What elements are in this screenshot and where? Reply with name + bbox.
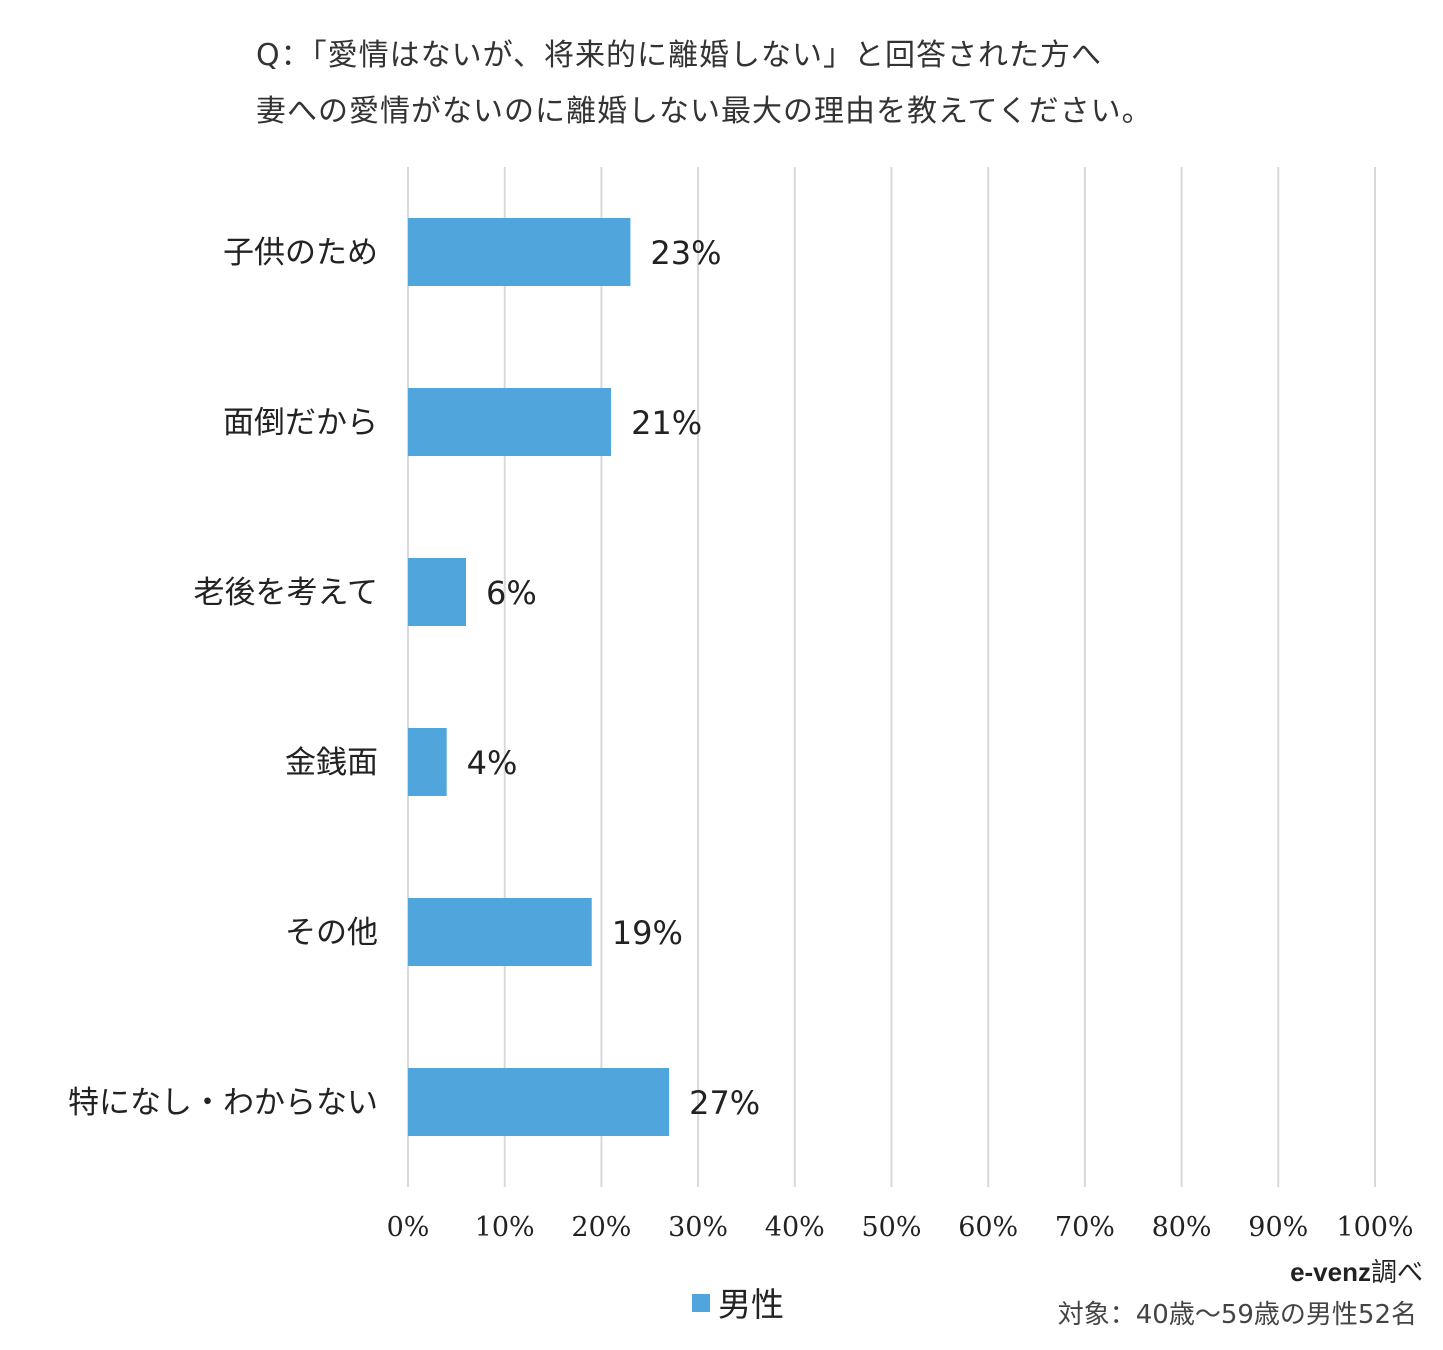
legend-swatch-icon xyxy=(692,1294,710,1312)
data-label: 21% xyxy=(631,404,702,442)
data-label: 27% xyxy=(689,1084,760,1122)
data-label: 23% xyxy=(650,234,721,272)
category-label: 老後を考えて xyxy=(194,575,378,611)
x-tick-label: 0% xyxy=(387,1212,430,1243)
x-tick-label: 80% xyxy=(1152,1212,1212,1243)
x-tick-label: 90% xyxy=(1248,1212,1308,1243)
bar xyxy=(408,898,592,966)
chart-title-line-1: Q：「愛情はないが、将来的に離婚しない」と回答された方へ xyxy=(256,38,1103,73)
x-tick-label: 100% xyxy=(1336,1212,1413,1243)
x-tick-label: 60% xyxy=(958,1212,1018,1243)
x-axis-tick-labels: 0% 10% 20% 30% 40% 50% 60% 70% 80% 90% 100% xyxy=(387,1212,1414,1243)
data-label: 6% xyxy=(486,574,537,612)
gridlines xyxy=(407,167,1376,1187)
category-label: その他 xyxy=(285,915,378,951)
x-tick-label: 20% xyxy=(571,1212,631,1243)
bar xyxy=(408,388,612,456)
x-tick-label: 30% xyxy=(668,1212,728,1243)
bar xyxy=(408,558,467,626)
bar xyxy=(408,1068,670,1136)
x-tick-label: 10% xyxy=(475,1212,535,1243)
bars xyxy=(408,218,670,1136)
category-label: 子供のため xyxy=(223,235,378,271)
category-label: 面倒だから xyxy=(223,405,378,441)
x-tick-label: 40% xyxy=(765,1212,825,1243)
data-label: 19% xyxy=(612,914,683,952)
legend: 男性 xyxy=(692,1278,784,1326)
data-labels: 23% 21% 6% 4% 19% 27% xyxy=(467,234,761,1122)
source-suffix: 調べ xyxy=(1370,1258,1423,1288)
bar xyxy=(408,218,631,286)
bar xyxy=(408,728,447,796)
survey-target-note: 対象：40歳〜59歳の男性52名 xyxy=(1057,1300,1417,1330)
chart-title-line-2: 妻への愛情がないのに離婚しない最大の理由を教えてください。 xyxy=(256,94,1153,129)
data-label: 4% xyxy=(467,744,518,782)
source-brand: e-venz xyxy=(1290,1257,1371,1287)
source-credit: e-venz調べ xyxy=(1290,1252,1423,1289)
category-label: 特になし・わからない xyxy=(68,1085,378,1121)
category-label: 金銭面 xyxy=(285,745,378,781)
legend-label: 男性 xyxy=(718,1285,784,1324)
x-tick-label: 50% xyxy=(861,1212,921,1243)
x-tick-label: 70% xyxy=(1055,1212,1115,1243)
